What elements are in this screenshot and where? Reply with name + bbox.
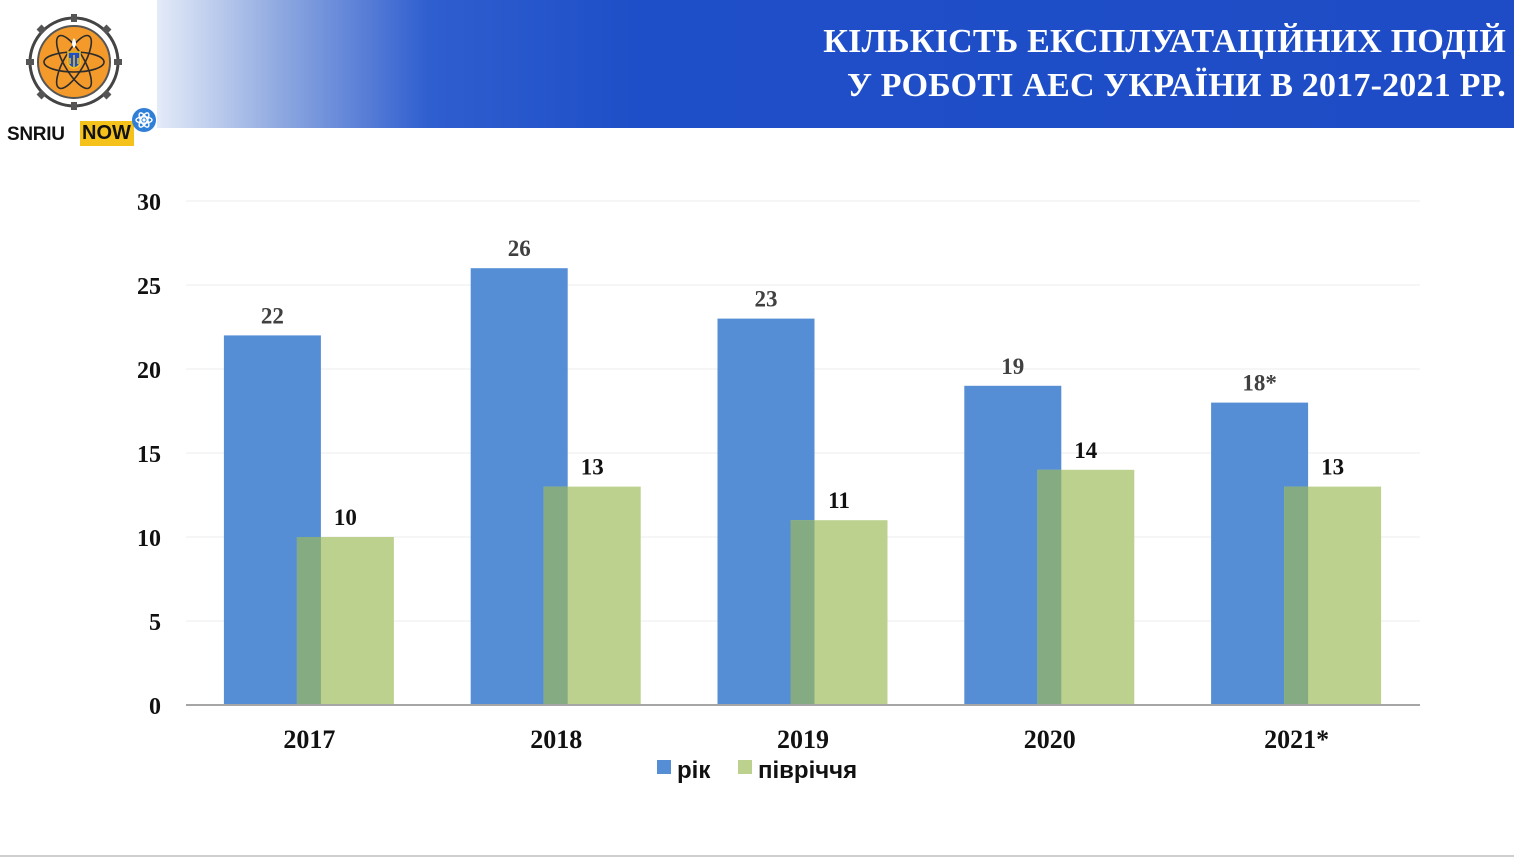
legend-swatch-pivrichchia <box>738 760 752 774</box>
y-tick-label: 10 <box>137 526 161 552</box>
bar-overlap <box>543 486 568 705</box>
data-label-pivrichchia: 11 <box>828 488 850 513</box>
logo-text-now: NOW <box>80 121 134 146</box>
data-label-rik: 23 <box>755 287 778 312</box>
logo: SNRIU NOW <box>0 0 157 150</box>
title-line-2: У РОБОТІ АЕС УКРАЇНИ В 2017-2021 РР. <box>846 67 1506 104</box>
bottom-divider <box>0 855 1514 857</box>
x-tick-label: 2019 <box>777 725 829 754</box>
page-title: КІЛЬКІСТЬ ЕКСПЛУАТАЦІЙНИХ ПОДІЙ У РОБОТІ… <box>506 20 1506 108</box>
data-label-rik: 22 <box>261 303 284 328</box>
bar-overlap <box>790 520 815 705</box>
x-tick-label: 2020 <box>1024 725 1076 754</box>
data-label-rik: 18* <box>1242 371 1277 396</box>
y-tick-label: 0 <box>149 694 161 720</box>
data-label-pivrichchia: 13 <box>581 455 604 480</box>
bar-overlap <box>1284 486 1309 705</box>
bar-overlap <box>296 537 321 705</box>
x-tick-label: 2017 <box>283 725 335 754</box>
legend-swatch-rik <box>657 760 671 774</box>
y-tick-label: 20 <box>137 358 161 384</box>
y-tick-label: 30 <box>137 190 161 216</box>
y-tick-label: 15 <box>137 442 161 468</box>
legend-label-rik: рік <box>677 757 711 784</box>
x-tick-label: 2021* <box>1264 725 1329 754</box>
title-line-1: КІЛЬКІСТЬ ЕКСПЛУАТАЦІЙНИХ ПОДІЙ <box>823 23 1506 60</box>
data-label-pivrichchia: 10 <box>334 505 357 530</box>
y-tick-label: 5 <box>149 610 161 636</box>
bar-overlap <box>1037 469 1062 705</box>
logo-text-snriu: SNRIU <box>7 124 65 145</box>
data-label-rik: 19 <box>1001 354 1024 379</box>
atom-badge-icon <box>132 108 156 132</box>
data-label-pivrichchia: 14 <box>1074 438 1098 463</box>
regulator-emblem-icon <box>26 14 122 110</box>
legend-label-pivrichchia: півріччя <box>758 757 857 784</box>
data-label-pivrichchia: 13 <box>1321 455 1344 480</box>
header-band: КІЛЬКІСТЬ ЕКСПЛУАТАЦІЙНИХ ПОДІЙ У РОБОТІ… <box>157 0 1514 128</box>
data-label-rik: 26 <box>508 236 531 261</box>
y-tick-label: 25 <box>137 274 161 300</box>
x-tick-label: 2018 <box>530 725 582 754</box>
